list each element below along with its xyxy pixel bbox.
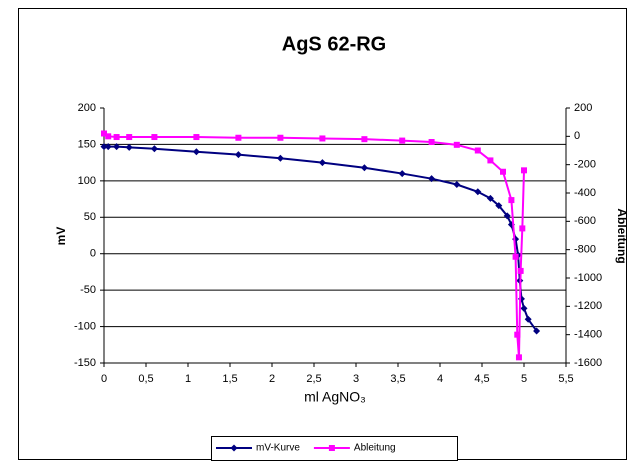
data-point [319,135,326,142]
data-point [276,154,284,162]
legend-marker [328,445,335,451]
data-point [101,130,107,137]
data-point [514,331,521,338]
data-point [520,304,528,312]
x-tick-label: 1 [185,373,191,385]
data-point [113,134,120,141]
data-point [521,167,527,174]
data-point [399,137,406,144]
x-tick-label: 0,5 [138,373,153,385]
chart-title: AgS 62-RG [282,33,386,55]
data-point [360,164,368,172]
x-tick-label: 4,5 [474,373,489,385]
y-tick-label: 200 [78,102,96,114]
y2-tick-label: -200 [574,159,596,171]
data-point [235,134,242,141]
y-tick-label: 150 [78,138,96,150]
y2-tick-label: -1000 [574,272,602,284]
data-point [151,134,158,141]
data-point [125,143,133,151]
data-point [100,143,108,151]
x-tick-label: 2,5 [306,373,321,385]
y-tick-label: -50 [80,284,96,296]
data-point [150,145,158,153]
chart-frame [18,8,627,460]
y-tick-label: 100 [78,175,96,187]
y2-tick-label: 200 [574,102,592,114]
data-point [398,170,406,178]
data-point [512,253,519,260]
data-point [234,151,242,159]
data-point [453,141,460,148]
x-tick-label: 3 [353,373,359,385]
data-point [517,267,524,274]
data-point [126,134,133,141]
y2-tick-label: -400 [574,187,596,199]
data-point [104,143,112,151]
data-point [486,194,494,202]
y2-axis-title: Ableitung [615,208,629,263]
y2-tick-label: -600 [574,215,596,227]
x-tick-label: 2 [269,373,275,385]
data-point [524,315,532,323]
data-point [428,139,435,145]
y-tick-label: 0 [90,248,96,260]
data-point [453,181,461,188]
data-point [361,136,368,143]
y-tick-label: 50 [84,211,96,223]
y2-tick-label: -1400 [574,329,602,341]
y-tick-label: -150 [74,357,96,369]
y-tick-label: -100 [74,320,96,332]
y2-tick-label: -800 [574,244,596,256]
data-point [508,197,515,204]
data-point [277,134,284,141]
data-point [515,354,522,361]
data-point [193,134,200,141]
data-point [519,225,526,232]
data-point [503,212,511,220]
data-point [487,157,494,164]
x-tick-label: 3,5 [390,373,405,385]
legend-marker [230,444,238,452]
y2-tick-label: 0 [574,130,580,142]
y-axis-title: mV [54,227,68,246]
x-tick-label: 5,5 [558,373,573,385]
data-point [500,168,506,175]
y2-tick-label: -1600 [574,357,602,369]
legend-label: mV-Kurve [256,443,300,454]
x-tick-label: 4 [437,373,443,385]
data-point [507,221,515,229]
x-tick-label: 1,5 [222,373,237,385]
legend-label: Ableitung [354,443,396,454]
data-point [113,143,121,151]
data-point [495,202,503,210]
data-point [105,133,112,140]
x-tick-label: 0 [101,373,107,385]
data-point [192,148,200,156]
x-tick-label: 5 [521,373,527,385]
x-axis-title: ml AgNO₃ [304,389,366,405]
data-point [428,175,436,183]
data-point [533,327,541,335]
data-point [474,147,481,154]
data-point [474,188,482,196]
y2-tick-label: -1200 [574,300,602,312]
data-point [318,159,326,167]
